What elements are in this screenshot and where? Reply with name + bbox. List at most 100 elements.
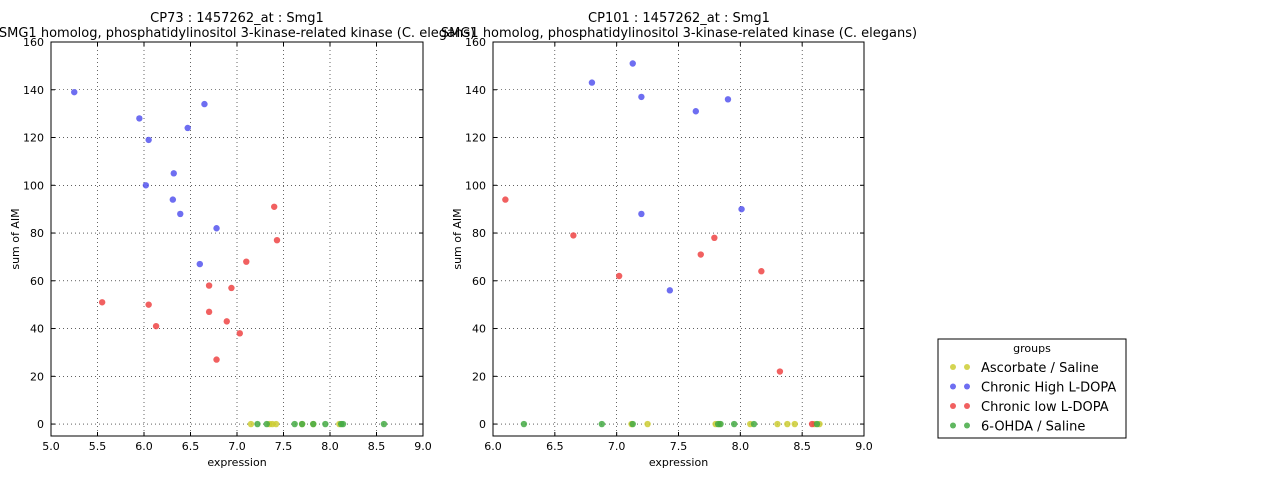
data-point [298, 420, 306, 428]
data-point [243, 258, 250, 265]
data-point [236, 330, 243, 337]
data-point [380, 420, 388, 428]
y-axis-label: sum of AIM [9, 208, 22, 269]
data-point [310, 420, 317, 428]
y-tick-label: 100 [465, 179, 486, 192]
x-tick-label: 5.5 [89, 440, 107, 453]
y-tick-label: 40 [30, 323, 44, 336]
data-point [791, 420, 798, 428]
data-point [271, 203, 278, 210]
data-point [71, 88, 78, 96]
chart-subtitle: SMG1 homolog, phosphatidylinositol 3-kin… [441, 26, 917, 41]
data-point [145, 136, 152, 144]
data-point [629, 60, 636, 67]
x-tick-label: 6.5 [546, 440, 564, 453]
x-tick-label: 8.0 [732, 440, 750, 453]
data-point [520, 420, 528, 428]
legend-marker [950, 422, 956, 429]
data-point [750, 420, 758, 428]
legend-entry-label: Chronic low L-DOPA [981, 400, 1109, 415]
data-point [170, 170, 177, 177]
data-point [322, 420, 329, 428]
y-tick-label: 80 [472, 227, 486, 240]
legend-entry-label: Chronic High L-DOPA [981, 381, 1116, 396]
data-point [588, 79, 596, 86]
x-tick-label: 7.0 [228, 440, 246, 453]
data-point [598, 420, 606, 428]
data-point [570, 232, 577, 239]
data-point [213, 225, 220, 232]
data-point [711, 234, 718, 242]
data-point [196, 260, 203, 268]
data-point [228, 284, 235, 292]
data-point [502, 196, 509, 203]
y-tick-label: 160 [23, 36, 44, 49]
y-tick-label: 120 [465, 132, 486, 145]
x-tick-label: 8.5 [793, 440, 811, 453]
data-point [808, 420, 816, 428]
x-tick-label: 5.0 [42, 440, 60, 453]
y-tick-label: 140 [23, 84, 44, 97]
data-point [697, 251, 704, 258]
data-point [776, 368, 784, 375]
data-point [169, 196, 177, 203]
plot-frame [492, 41, 865, 437]
data-point [615, 272, 623, 280]
legend-marker [950, 364, 956, 370]
legend: groups Ascorbate / Saline Chronic High L-D… [937, 338, 1127, 439]
data-point [213, 356, 220, 363]
data-point [273, 236, 281, 244]
data-point [263, 420, 270, 428]
legend-marker [950, 383, 956, 390]
x-tick-label: 6.0 [484, 440, 502, 453]
data-point [738, 205, 745, 213]
y-tick-label: 40 [472, 323, 486, 336]
data-point [272, 420, 280, 428]
x-tick-label: 9.0 [855, 440, 873, 453]
x-tick-label: 6.5 [182, 440, 200, 453]
data-point [629, 420, 636, 428]
y-tick-label: 80 [30, 227, 44, 240]
data-point [724, 96, 732, 103]
data-point [692, 108, 700, 115]
y-tick-label: 100 [23, 179, 44, 192]
y-tick-label: 120 [23, 132, 44, 145]
data-point [730, 420, 738, 428]
legend-marker [964, 422, 970, 429]
x-tick-label: 7.5 [670, 440, 688, 453]
data-point [666, 287, 674, 294]
y-tick-label: 0 [37, 418, 44, 431]
data-point [205, 308, 213, 316]
data-point [98, 299, 106, 306]
chart-panel-2: 6.0 6.5 7.0 7.5 8.0 8.5 9.0 0 20 40 60 80 100 120 140 1… [441, 11, 917, 469]
data-point [784, 420, 791, 428]
data-point [201, 100, 208, 108]
data-point [254, 420, 261, 428]
y-tick-label: 20 [30, 370, 44, 383]
data-point [813, 420, 821, 428]
legend-marker [964, 403, 970, 409]
data-point [184, 124, 191, 132]
data-point [717, 420, 724, 428]
legend-box [937, 338, 1127, 439]
x-tick-label: 8.0 [321, 440, 339, 453]
chart-title: CP101 : 1457262_at : Smg1 [588, 11, 770, 26]
y-axis-label: sum of AIM [451, 208, 464, 269]
y-tick-label: 20 [472, 370, 486, 383]
y-tick-label: 140 [465, 84, 486, 97]
x-axis-label: expression [207, 456, 266, 469]
x-tick-label: 7.5 [275, 440, 293, 453]
data-point [223, 318, 230, 325]
legend-entry-label: 6-OHDA / Saline [981, 420, 1085, 435]
data-point [644, 420, 651, 428]
y-tick-label: 60 [472, 275, 486, 288]
chart-panel-1: 5.0 5.5 6.0 6.5 7.0 7.5 8.0 8.5 9.0 0 20 40 60 80 100 1… [0, 11, 475, 469]
data-point [142, 182, 150, 189]
legend-entry-label: Ascorbate / Saline [981, 361, 1099, 376]
legend-marker [964, 383, 970, 390]
legend-title: groups [1013, 342, 1051, 355]
data-point [638, 210, 645, 218]
data-point [205, 282, 213, 289]
x-tick-label: 7.0 [608, 440, 626, 453]
data-point [774, 420, 781, 428]
